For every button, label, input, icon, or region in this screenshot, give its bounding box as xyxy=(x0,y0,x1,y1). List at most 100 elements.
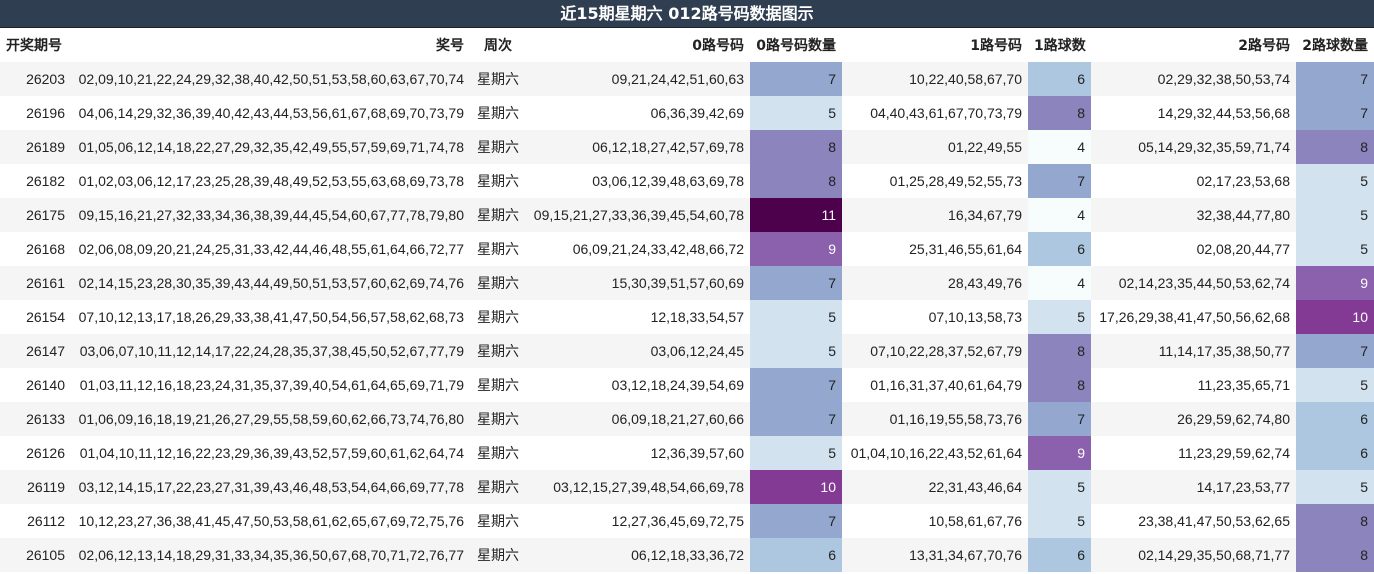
issue-cell: 26119 xyxy=(0,470,71,504)
issue-cell: 26189 xyxy=(0,130,71,164)
route1-count-cell: 9 xyxy=(1028,436,1091,470)
route1-count-cell: 6 xyxy=(1028,62,1091,96)
route0-count-cell: 5 xyxy=(750,300,842,334)
header-weekday: 周次 xyxy=(470,28,526,62)
issue-cell: 26105 xyxy=(0,538,71,572)
route2-count-cell: 6 xyxy=(1296,436,1374,470)
route1-numbers-cell: 01,16,31,37,40,61,64,79 xyxy=(842,368,1028,402)
weekday-cell: 星期六 xyxy=(470,368,526,402)
route2-numbers-cell: 02,14,23,35,44,50,53,62,74 xyxy=(1091,266,1296,300)
route0-numbers-cell: 09,15,21,27,33,36,39,45,54,60,78 xyxy=(526,198,750,232)
route0-count-cell: 8 xyxy=(750,164,842,198)
table-row: 26140 01,03,11,12,16,18,23,24,31,35,37,39… xyxy=(0,368,1374,402)
issue-cell: 26196 xyxy=(0,96,71,130)
route0-count-cell: 7 xyxy=(750,504,842,538)
route0-numbers-cell: 06,09,21,24,33,42,48,66,72 xyxy=(526,232,750,266)
route2-count-cell: 7 xyxy=(1296,334,1374,368)
table-row: 26154 07,10,12,13,17,18,26,29,33,38,41,47… xyxy=(0,300,1374,334)
numbers-cell: 02,06,08,09,20,21,24,25,31,33,42,44,46,4… xyxy=(71,232,470,266)
header-issue: 开奖期号 xyxy=(0,28,71,62)
route0-numbers-cell: 09,21,24,42,51,60,63 xyxy=(526,62,750,96)
route0-count-cell: 6 xyxy=(750,538,842,572)
weekday-cell: 星期六 xyxy=(470,198,526,232)
route2-count-cell: 5 xyxy=(1296,198,1374,232)
route0-numbers-cell: 06,09,18,21,27,60,66 xyxy=(526,402,750,436)
route1-numbers-cell: 04,40,43,61,67,70,73,79 xyxy=(842,96,1028,130)
route1-count-cell: 8 xyxy=(1028,334,1091,368)
route1-count-cell: 7 xyxy=(1028,402,1091,436)
route0-count-cell: 7 xyxy=(750,62,842,96)
header-route1-numbers: 1路号码 xyxy=(842,28,1028,62)
route1-numbers-cell: 13,31,34,67,70,76 xyxy=(842,538,1028,572)
route1-numbers-cell: 01,04,10,16,22,43,52,61,64 xyxy=(842,436,1028,470)
table-row: 26189 01,05,06,12,14,18,22,27,29,32,35,42… xyxy=(0,130,1374,164)
route1-count-cell: 4 xyxy=(1028,130,1091,164)
route0-count-cell: 10 xyxy=(750,470,842,504)
table-row: 26168 02,06,08,09,20,21,24,25,31,33,42,44… xyxy=(0,232,1374,266)
data-table: 开奖期号 奖号 周次 0路号码 0路号码数量 1路号码 1路球数 2路号码 2路… xyxy=(0,28,1374,572)
route0-numbers-cell: 12,18,33,54,57 xyxy=(526,300,750,334)
route1-count-cell: 4 xyxy=(1028,198,1091,232)
route2-count-cell: 8 xyxy=(1296,130,1374,164)
weekday-cell: 星期六 xyxy=(470,130,526,164)
route2-numbers-cell: 05,14,29,32,35,59,71,74 xyxy=(1091,130,1296,164)
route2-count-cell: 7 xyxy=(1296,62,1374,96)
issue-cell: 26168 xyxy=(0,232,71,266)
weekday-cell: 星期六 xyxy=(470,538,526,572)
numbers-cell: 02,09,10,21,22,24,29,32,38,40,42,50,51,5… xyxy=(71,62,470,96)
weekday-cell: 星期六 xyxy=(470,96,526,130)
weekday-cell: 星期六 xyxy=(470,164,526,198)
route2-count-cell: 6 xyxy=(1296,402,1374,436)
numbers-cell: 01,04,10,11,12,16,22,23,29,36,39,43,52,5… xyxy=(71,436,470,470)
route2-numbers-cell: 02,14,29,35,50,68,71,77 xyxy=(1091,538,1296,572)
route0-count-cell: 5 xyxy=(750,334,842,368)
route0-numbers-cell: 15,30,39,51,57,60,69 xyxy=(526,266,750,300)
route2-count-cell: 5 xyxy=(1296,232,1374,266)
table-body: 26203 02,09,10,21,22,24,29,32,38,40,42,50… xyxy=(0,62,1374,572)
route1-numbers-cell: 22,31,43,46,64 xyxy=(842,470,1028,504)
numbers-cell: 01,05,06,12,14,18,22,27,29,32,35,42,49,5… xyxy=(71,130,470,164)
route0-count-cell: 7 xyxy=(750,266,842,300)
route1-count-cell: 6 xyxy=(1028,232,1091,266)
route1-count-cell: 6 xyxy=(1028,538,1091,572)
route0-count-cell: 7 xyxy=(750,402,842,436)
route2-numbers-cell: 02,08,20,44,77 xyxy=(1091,232,1296,266)
route1-numbers-cell: 07,10,13,58,73 xyxy=(842,300,1028,334)
route0-numbers-cell: 06,12,18,27,42,57,69,78 xyxy=(526,130,750,164)
route1-numbers-cell: 10,58,61,67,76 xyxy=(842,504,1028,538)
route1-numbers-cell: 28,43,49,76 xyxy=(842,266,1028,300)
weekday-cell: 星期六 xyxy=(470,62,526,96)
route0-count-cell: 5 xyxy=(750,436,842,470)
route0-numbers-cell: 06,36,39,42,69 xyxy=(526,96,750,130)
route2-numbers-cell: 02,17,23,53,68 xyxy=(1091,164,1296,198)
table-row: 26196 04,06,14,29,32,36,39,40,42,43,44,53… xyxy=(0,96,1374,130)
issue-cell: 26161 xyxy=(0,266,71,300)
weekday-cell: 星期六 xyxy=(470,300,526,334)
table-row: 26147 03,06,07,10,11,12,14,17,22,24,28,35… xyxy=(0,334,1374,368)
issue-cell: 26147 xyxy=(0,334,71,368)
route0-count-cell: 9 xyxy=(750,232,842,266)
table-row: 26161 02,14,15,23,28,30,35,39,43,44,49,50… xyxy=(0,266,1374,300)
route2-count-cell: 5 xyxy=(1296,470,1374,504)
header-numbers: 奖号 xyxy=(71,28,470,62)
route2-numbers-cell: 32,38,44,77,80 xyxy=(1091,198,1296,232)
route0-numbers-cell: 12,27,36,45,69,72,75 xyxy=(526,504,750,538)
issue-cell: 26203 xyxy=(0,62,71,96)
numbers-cell: 01,03,11,12,16,18,23,24,31,35,37,39,40,5… xyxy=(71,368,470,402)
numbers-cell: 02,14,15,23,28,30,35,39,43,44,49,50,51,5… xyxy=(71,266,470,300)
issue-cell: 26126 xyxy=(0,436,71,470)
route2-count-cell: 10 xyxy=(1296,300,1374,334)
weekday-cell: 星期六 xyxy=(470,266,526,300)
table-row: 26133 01,06,09,16,18,19,21,26,27,29,55,58… xyxy=(0,402,1374,436)
route1-count-cell: 5 xyxy=(1028,504,1091,538)
weekday-cell: 星期六 xyxy=(470,334,526,368)
table-row: 26119 03,12,14,15,17,22,23,27,31,39,43,46… xyxy=(0,470,1374,504)
header-route0-count: 0路号码数量 xyxy=(750,28,842,62)
route1-numbers-cell: 07,10,22,28,37,52,67,79 xyxy=(842,334,1028,368)
issue-cell: 26112 xyxy=(0,504,71,538)
route1-numbers-cell: 01,22,49,55 xyxy=(842,130,1028,164)
route0-count-cell: 5 xyxy=(750,96,842,130)
table-row: 26175 09,15,16,21,27,32,33,34,36,38,39,44… xyxy=(0,198,1374,232)
route2-numbers-cell: 26,29,59,62,74,80 xyxy=(1091,402,1296,436)
header-route2-numbers: 2路号码 xyxy=(1091,28,1296,62)
